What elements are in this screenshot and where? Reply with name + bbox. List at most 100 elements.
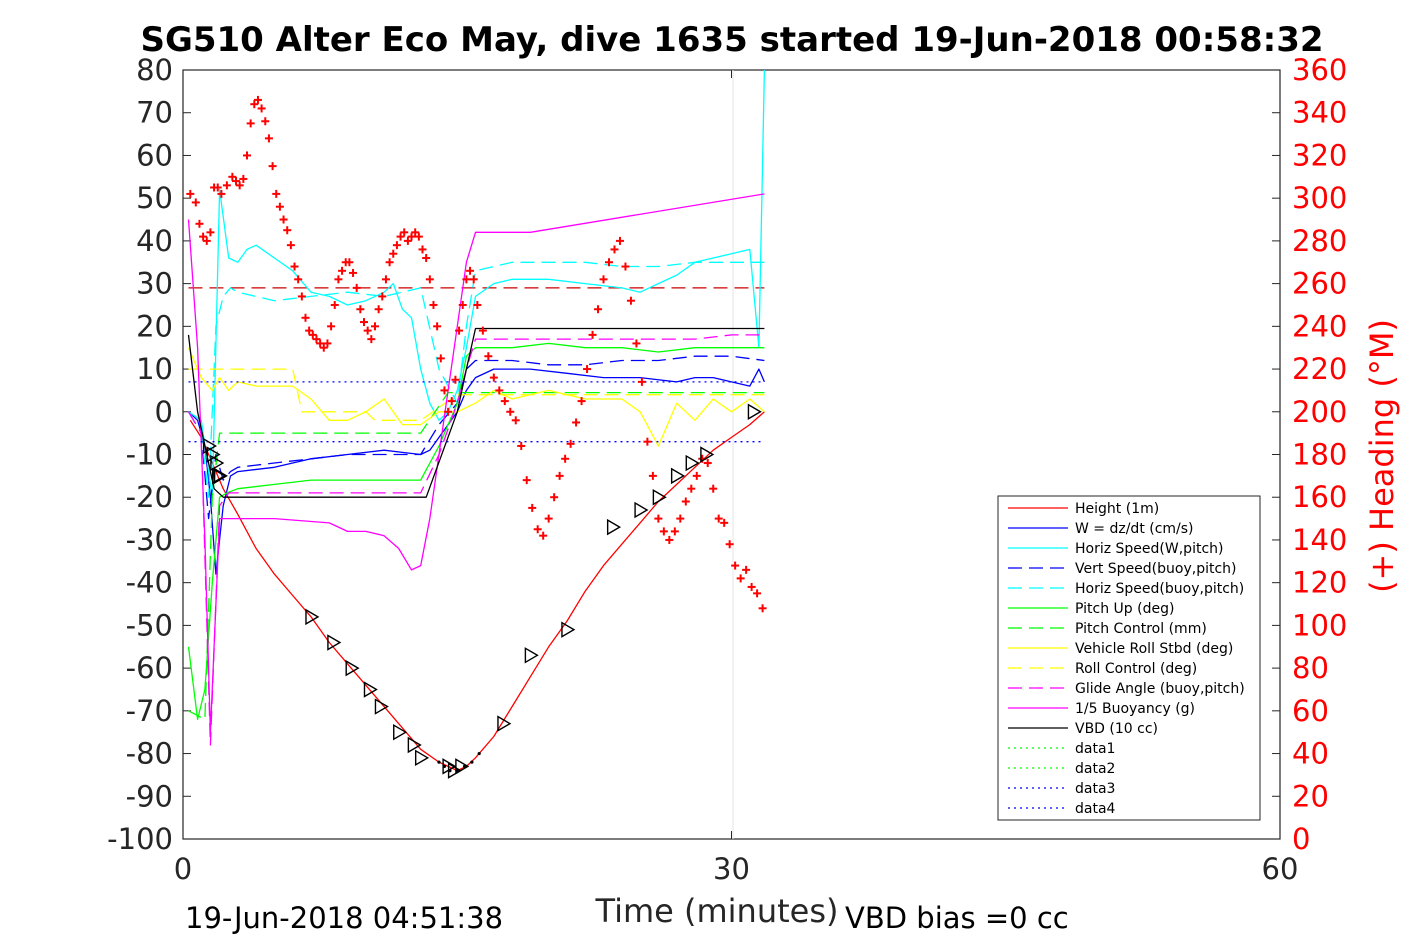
triangle-marker	[685, 454, 700, 472]
heading-point	[349, 268, 358, 277]
heading-point	[758, 604, 767, 613]
heading-point	[621, 262, 630, 271]
heading-point	[279, 215, 288, 224]
sample-dot	[448, 769, 452, 773]
heading-point	[594, 305, 603, 314]
left-tick-label: 40	[136, 224, 173, 258]
sample-dot	[455, 769, 459, 773]
heading-point	[654, 514, 663, 523]
heading-point	[202, 236, 211, 245]
legend-entry: 1/5 Buoyancy (g)	[1008, 701, 1195, 717]
heading-point	[433, 322, 442, 331]
legend-box	[997, 495, 1261, 821]
heading-point	[403, 236, 412, 245]
legend-entry: Glide Angle (buoy,pitch)	[1008, 681, 1245, 697]
heading-point	[714, 514, 723, 523]
right-tick-label: 340	[1292, 96, 1347, 130]
triangle-marker	[414, 749, 430, 767]
heading-point	[506, 407, 515, 416]
series-layer	[187, 70, 766, 772]
heading-point	[378, 292, 387, 301]
heading-point	[703, 459, 712, 468]
heading-point	[561, 454, 570, 463]
triangle-marker	[363, 681, 378, 698]
heading-point	[566, 439, 575, 448]
heading-point	[648, 471, 657, 480]
heading-point	[222, 181, 231, 190]
heading-point	[396, 232, 405, 241]
heading-point	[206, 228, 215, 237]
legend-label: Pitch Up (deg)	[1075, 601, 1174, 617]
right-tick-label: 140	[1292, 523, 1347, 557]
triangle-marker	[327, 634, 342, 651]
triangle-marker	[524, 647, 539, 664]
heading-point	[555, 471, 564, 480]
sample-dot	[470, 760, 474, 764]
heading-point	[462, 275, 471, 284]
left-tick-label: 0	[155, 395, 173, 429]
heading-point	[473, 300, 482, 309]
x-axis-label: Time (minutes)	[595, 892, 839, 930]
triangle-markers-layer	[202, 403, 762, 779]
heading-point	[637, 377, 646, 386]
series-line-6	[188, 391, 765, 721]
heading-point	[466, 266, 475, 275]
series-line-10	[187, 193, 765, 733]
series-line-5	[187, 342, 765, 721]
left-tick-label: -50	[126, 608, 173, 642]
heading-point	[275, 202, 284, 211]
heading-point	[272, 189, 281, 198]
heading-point	[610, 245, 619, 254]
heading-point	[294, 275, 303, 284]
heading-point	[643, 437, 652, 446]
triangle-marker	[210, 454, 225, 472]
heading-point	[374, 305, 383, 314]
heading-point	[478, 326, 487, 335]
sample-dot	[462, 764, 467, 768]
triangle-marker	[652, 489, 667, 506]
legend-label: Vert Speed(buoy,pitch)	[1075, 561, 1237, 577]
heading-point	[385, 258, 394, 267]
heading-point	[632, 339, 641, 348]
left-tick-label: -40	[126, 566, 173, 600]
legend-label: data3	[1075, 781, 1115, 797]
bottom-tick-label: 30	[713, 852, 750, 886]
chart-title: SG510 Alter Eco May, dive 1635 started 1…	[140, 20, 1323, 60]
heading-point	[414, 232, 423, 241]
legend-entry: data3	[1008, 781, 1115, 797]
right-tick-label: 320	[1292, 138, 1347, 172]
heading-point	[500, 397, 509, 406]
y2-axis-label: (+) Heading (°M)	[1363, 319, 1401, 593]
heading-point	[360, 318, 369, 327]
heading-point	[436, 354, 445, 363]
triangle-marker	[305, 608, 320, 626]
heading-point	[367, 335, 376, 344]
legend-entry: VBD (10 cc)	[1008, 721, 1158, 737]
series-line-3	[187, 355, 765, 520]
triangle-marker	[747, 403, 762, 420]
heading-point	[334, 275, 343, 284]
heading-point	[312, 335, 321, 344]
left-tick-label: -60	[126, 651, 173, 685]
legend-label: W = dz/dt (cm/s)	[1075, 521, 1194, 537]
triangle-marker	[393, 723, 408, 741]
triangle-marker	[497, 715, 512, 732]
heading-point	[577, 397, 586, 406]
legend-label: Horiz Speed(buoy,pitch)	[1075, 581, 1244, 597]
series-line-0	[189, 411, 765, 772]
right-tick-label: 240	[1292, 309, 1347, 343]
left-tick-label: 60	[136, 138, 173, 172]
heading-point	[232, 177, 241, 186]
heading-point	[257, 104, 266, 113]
heading-point	[720, 518, 729, 527]
left-tick-label: 10	[136, 352, 173, 386]
heading-point	[681, 497, 690, 506]
right-tick-label: 260	[1292, 267, 1347, 301]
heading-point	[297, 292, 306, 301]
right-tick-label: 20	[1292, 779, 1329, 813]
right-tick-label: 60	[1292, 694, 1329, 728]
heading-point	[389, 249, 398, 258]
heading-point	[422, 253, 431, 262]
left-tick-label: -100	[107, 822, 173, 856]
